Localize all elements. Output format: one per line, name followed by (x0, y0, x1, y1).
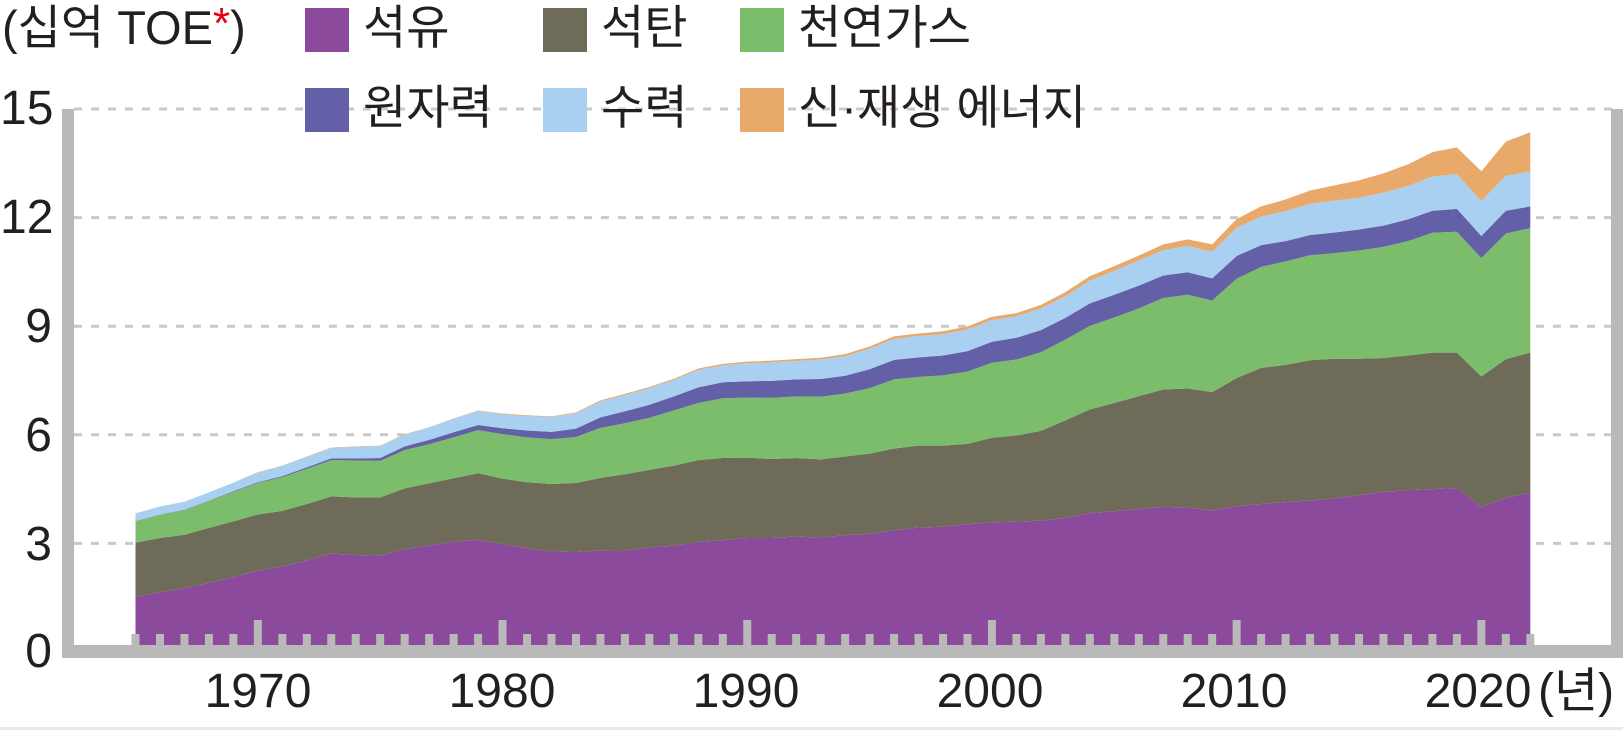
legend-label-renewables: 신·재생 에너지 (798, 81, 1087, 134)
y-tick-label-12: 12 (0, 191, 54, 244)
y-tick-label-15: 15 (0, 82, 54, 135)
y-tick-label-3: 3 (25, 518, 52, 571)
x-tick-label-2010: 2010 (1180, 665, 1288, 718)
legend-label-hydro: 수력 (601, 81, 688, 134)
x-tick-label-1990: 1990 (692, 665, 800, 718)
footnote-asterisk: * (212, 0, 231, 48)
bottom-divider (0, 727, 1623, 730)
legend-swatch-gas (740, 8, 784, 52)
legend-label-coal: 석탄 (601, 1, 688, 54)
x-tick-label-2020: 2020 (1424, 665, 1532, 718)
x-tick-label-2000: 2000 (936, 665, 1044, 718)
legend-swatch-nuclear (305, 88, 349, 132)
x-tick-label-1980: 1980 (448, 665, 556, 718)
x-axis-unit-label: (년) (1538, 665, 1615, 718)
legend-swatch-coal (543, 8, 587, 52)
y-tick-label-0: 0 (25, 625, 52, 678)
legend-label-oil: 석유 (363, 1, 450, 54)
y-tick-label-9: 9 (25, 300, 52, 353)
y-axis-unit-label: (십억 TOE*) (2, 0, 246, 56)
legend-label-nuclear: 원자력 (363, 81, 493, 134)
legend-swatch-hydro (543, 88, 587, 132)
x-tick-label-1970: 1970 (204, 665, 312, 718)
legend-label-gas: 천연가스 (798, 1, 971, 54)
unit-text-close: ) (230, 1, 246, 54)
legend-swatch-oil (305, 8, 349, 52)
unit-text: (십억 TOE (2, 1, 213, 54)
legend-swatch-renewables (740, 88, 784, 132)
y-tick-label-6: 6 (25, 409, 52, 462)
